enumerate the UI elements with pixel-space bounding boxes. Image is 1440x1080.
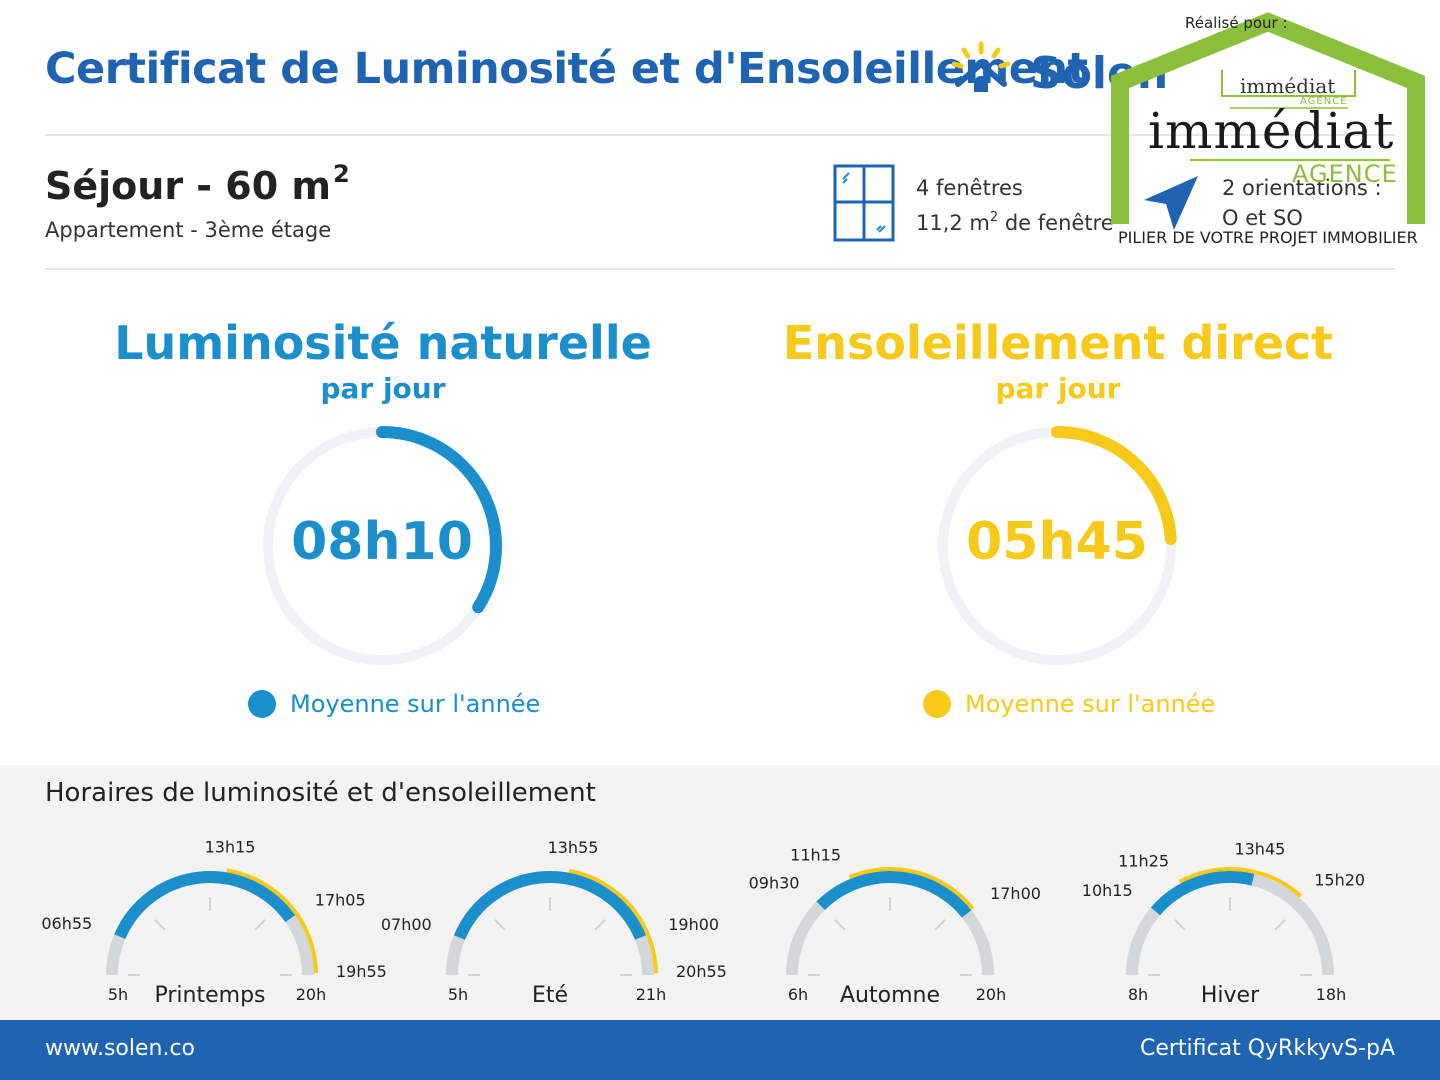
season-light-arc (1150, 871, 1255, 916)
season-end-hour: 20h (296, 985, 327, 1004)
season-light-end-label: 13h45 (1234, 840, 1285, 859)
season-tick (834, 919, 846, 931)
season-tick (594, 919, 606, 931)
window-icon (833, 164, 895, 242)
divider (45, 134, 1395, 136)
season-name: Printemps (155, 983, 266, 1008)
season-end-hour: 18h (1316, 985, 1347, 1004)
season-start-hour: 5h (108, 985, 128, 1004)
luminosity-legend: Moyenne sur l'année (248, 690, 540, 718)
badge-made-for: Réalisé pour : (1185, 14, 1288, 32)
room-title: Séjour - 60 m2 (45, 160, 350, 208)
solen-logo-icon (951, 41, 1011, 92)
season-sun-start-label: 13h55 (548, 838, 599, 857)
season-light-end-label: 17h00 (990, 884, 1041, 903)
sunshine-legend: Moyenne sur l'année (923, 690, 1215, 718)
season-name: Automne (840, 983, 940, 1008)
season-sun-arc (848, 867, 975, 911)
orientations-value: O et SO (1222, 206, 1303, 230)
season-light-arc (453, 871, 647, 940)
season-light-arc (816, 871, 972, 918)
season-start-hour: 5h (448, 985, 468, 1004)
season-tick (1274, 919, 1286, 931)
season-start-hour: 6h (788, 985, 808, 1004)
season-sun-end-label: 19h55 (336, 962, 387, 981)
schedule-section (0, 765, 1440, 1020)
season-sun-arc (1178, 867, 1303, 898)
season-gauges: Printemps 5h 20h 06h55 13h15 17h05 19h55 Eté 5h 2… (41, 838, 1365, 1008)
season-light-arc (114, 871, 296, 940)
season-sun-arc (568, 868, 658, 974)
season-name: Eté (532, 983, 568, 1008)
sunshine-title: Ensoleillement direct (782, 316, 1334, 370)
luminosity-title: Luminosité naturelle (114, 316, 652, 370)
blue-legend-dot (248, 690, 276, 718)
season-start-hour: 8h (1128, 985, 1148, 1004)
luminosity-gauge (262, 426, 502, 666)
season-tick (494, 919, 506, 931)
footer-website-link[interactable]: www.solen.co (45, 1036, 196, 1061)
badge-brand-big: immédiat (1148, 102, 1395, 160)
season-tick (154, 919, 166, 931)
divider (45, 268, 1395, 270)
sunshine-value: 05h45 (966, 512, 1148, 572)
sunshine-arc (937, 426, 1177, 666)
luminosity-arc (262, 426, 502, 666)
badge-brand-small-sub: AGENCE (1300, 96, 1348, 107)
sunshine-per-day: par jour (995, 372, 1121, 405)
season-tick (254, 919, 266, 931)
yellow-legend-dot (923, 690, 951, 718)
season-tick (1174, 919, 1186, 931)
footer (0, 1020, 1440, 1080)
sunshine-gauge (937, 426, 1177, 666)
certificate-title: Certificat de Luminosité et d'Ensoleille… (45, 44, 1088, 94)
windows-count: 4 fenêtres (916, 176, 1023, 200)
schedule-title: Horaires de luminosité et d'ensoleilleme… (45, 778, 596, 808)
compass-icon (1144, 176, 1198, 230)
badge-tagline: PILIER DE VOTRE PROJET IMMOBILIER (1118, 228, 1418, 247)
luminosity-value: 08h10 (291, 512, 473, 572)
window-area: 11,2 m2 de fenêtre (916, 210, 1114, 235)
season-sun-end-label: 15h20 (1314, 870, 1365, 889)
season-light-start-label: 10h15 (1082, 881, 1133, 900)
season-name: Hiver (1201, 983, 1260, 1008)
season-sun-arc (226, 868, 318, 974)
season-light-start-label: 06h55 (41, 914, 92, 933)
luminosity-per-day: par jour (320, 372, 446, 405)
season-light-end-label: 17h05 (315, 891, 366, 910)
season-sun-start-label: 11h15 (790, 846, 841, 865)
agency-badge (1111, 12, 1425, 224)
room-subtitle: Appartement - 3ème étage (45, 218, 332, 242)
season-light-start-label: 09h30 (749, 873, 800, 892)
badge-brand-small: immédiat (1240, 74, 1336, 98)
season-sun-start-label: 11h25 (1118, 851, 1169, 870)
season-sun-start-label: 13h15 (205, 838, 256, 857)
season-light-end-label: 19h00 (668, 915, 719, 934)
orientations-count: 2 orientations : (1222, 176, 1382, 200)
season-light-start-label: 07h00 (381, 915, 432, 934)
season-tick (934, 919, 946, 931)
season-sun-end-label: 20h55 (676, 962, 727, 981)
badge-agence: AGENCE (1292, 160, 1398, 188)
season-end-hour: 21h (636, 985, 667, 1004)
footer-certificate-id: Certificat QyRkkyvS-pA (1139, 1036, 1395, 1061)
season-end-hour: 20h (976, 985, 1007, 1004)
